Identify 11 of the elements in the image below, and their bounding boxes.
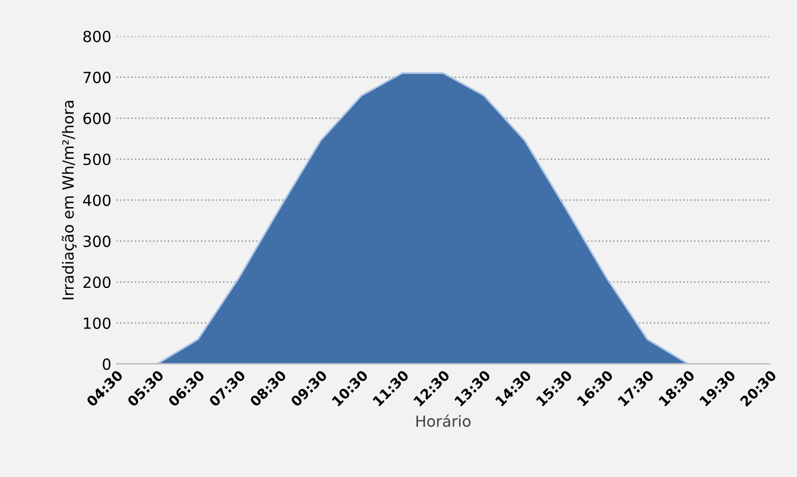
y-axis-title: Irradiação em Wh/m²/hora <box>62 100 77 300</box>
y-tick-label: 200 <box>83 276 110 288</box>
x-axis-title: Horário <box>416 414 470 427</box>
y-tick-label: 600 <box>83 112 110 124</box>
y-tick-label: 500 <box>84 154 110 166</box>
y-tick-label: 800 <box>83 30 110 42</box>
y-tick-label: 0 <box>102 358 110 370</box>
y-tick-label: 300 <box>84 236 110 248</box>
y-tick-label: 400 <box>83 194 110 206</box>
y-tick-label: 700 <box>84 72 110 84</box>
y-tick-label: 100 <box>84 317 110 330</box>
